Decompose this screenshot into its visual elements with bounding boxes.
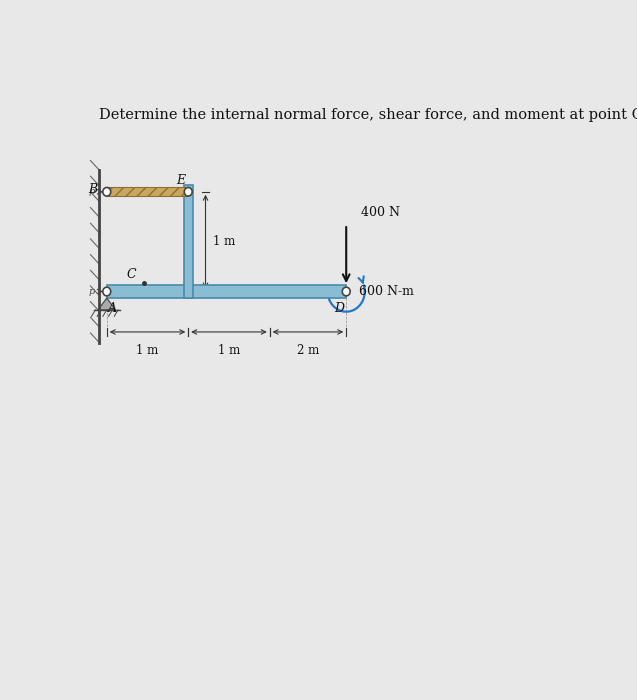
Text: A: A — [108, 302, 117, 315]
Text: p: p — [88, 188, 94, 196]
Text: p: p — [88, 287, 94, 296]
Text: 600 N-m: 600 N-m — [359, 285, 413, 298]
Circle shape — [342, 287, 350, 296]
Text: E: E — [176, 174, 186, 188]
Text: 1 m: 1 m — [136, 344, 159, 357]
Polygon shape — [98, 298, 116, 310]
Circle shape — [103, 188, 111, 196]
Circle shape — [103, 287, 111, 296]
Text: 1 m: 1 m — [213, 235, 235, 248]
Bar — [107, 188, 189, 196]
Text: B: B — [88, 183, 97, 195]
Text: Determine the internal normal force, shear force, and moment at point C.: Determine the internal normal force, she… — [99, 108, 637, 122]
Text: 400 N: 400 N — [361, 206, 400, 218]
Text: 2 m: 2 m — [297, 344, 319, 357]
Text: C: C — [127, 267, 136, 281]
Text: D: D — [334, 302, 344, 315]
Circle shape — [184, 188, 192, 196]
Bar — [107, 285, 347, 298]
Bar — [184, 185, 192, 298]
Text: 1 m: 1 m — [218, 344, 240, 357]
